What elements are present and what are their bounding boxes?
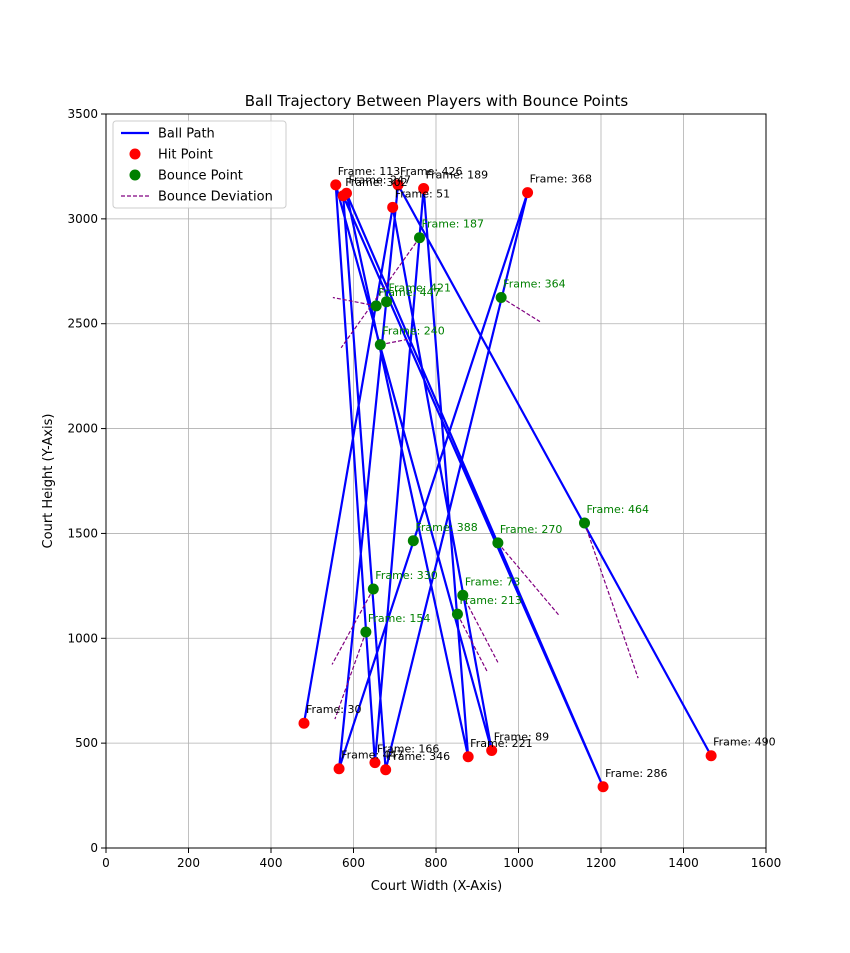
bounce-point-marker [374,339,386,351]
legend: Ball Path Hit Point Bounce Point Bounce Dev… [112,120,287,209]
hit-point-marker [380,764,392,776]
legend-marker-swatch [129,169,141,181]
bounce-point-marker [495,292,507,303]
x-tick-label: 1600 [751,856,782,870]
hit-point-label: Frame: 490 [713,736,775,749]
bounce-point-marker [407,535,419,547]
hit-point-label: Frame: 89 [494,730,549,743]
bounce-point-label: Frame: 364 [503,278,565,291]
hit-point-label: Frame: 247 [348,173,410,186]
legend-label: Bounce Deviation [158,190,273,205]
bounce-point-marker [360,626,372,638]
bounce-point-label: Frame: 464 [587,503,649,516]
bounce-point-label: Frame: 187 [422,218,484,231]
hit-point-label: Frame: 51 [395,187,450,200]
bounce-deviation-line [334,631,367,720]
y-tick-label: 0 [90,841,98,855]
hit-point-label: Frame: 447 [341,749,403,762]
hit-point-marker [387,201,399,213]
bounce-point-label: Frame: 213 [459,594,521,607]
x-tick-label: 400 [260,856,283,870]
y-tick-label: 2500 [67,317,98,331]
bounce-point-label: Frame: 154 [368,612,430,625]
bounce-point-marker [451,608,463,620]
legend-label: Ball Path [158,127,215,142]
bounce-point-label: Frame: 73 [465,575,520,588]
bounce-point-label: Frame: 240 [382,325,444,338]
bounce-point-marker [492,537,504,549]
y-axis-label: Court Height (Y-Axis) [41,414,56,549]
bounce-point-label: Frame: 270 [500,523,562,536]
legend-label: Hit Point [158,148,213,163]
bounce-deviation-line [340,237,420,349]
hit-point-marker [418,182,430,194]
bounce-deviation-line [456,613,489,673]
bounce-point-marker [579,517,590,529]
bounce-deviation-line [331,588,374,665]
bounce-point-label: Frame: 330 [375,569,437,582]
y-tick-label: 1500 [67,526,98,540]
hit-point-marker [392,179,404,191]
hit-point-marker [298,717,310,729]
legend-marker-swatch [129,148,141,160]
bounce-deviation-line [497,542,560,616]
hit-point-label: Frame: 166 [377,743,439,756]
hit-point-label: Frame: 346 [388,750,450,763]
hit-point-marker [333,763,345,775]
hit-point-marker [522,187,534,199]
hit-point-marker [330,179,342,191]
x-tick-label: 1000 [503,856,534,870]
x-tick-label: 800 [425,856,448,870]
bounce-deviation-line [462,595,499,663]
hit-point-label: Frame: 302 [345,176,407,189]
x-tick-label: 0 [102,856,110,870]
y-tick-label: 500 [75,736,98,750]
hit-point-label: Frame: 189 [426,168,488,181]
bounce-point-marker [457,589,469,601]
chart-title: Ball Trajectory Between Players with Bou… [245,92,629,110]
y-tick-label: 3500 [67,107,98,121]
hit-point-label: Frame: 426 [400,165,462,178]
bounce-point-label: Frame: 421 [389,282,451,295]
bounce-deviation-line [583,522,639,679]
hit-point-marker [462,751,474,763]
x-axis-label: Court Width (X-Axis) [371,879,503,894]
hit-point-label: Frame: 30 [306,703,361,716]
bounce-deviation-line [500,296,541,323]
legend-box [112,120,287,209]
bounce-point-marker [381,296,392,308]
hit-point-marker [337,190,349,202]
hit-point-marker [705,750,717,762]
legend-label: Bounce Point [158,169,243,184]
bounce-deviation-line [332,296,377,307]
bounce-point-marker [370,300,382,312]
hit-point-label: Frame: 113 [338,165,400,178]
bounce-point-label: Frame: 388 [415,521,477,534]
bounce-point-label: Frame: 447 [378,286,440,299]
bounce-point-marker [367,583,379,595]
x-tick-label: 1400 [668,856,699,870]
hit-point-label: Frame: 368 [530,173,592,186]
x-tick-label: 1200 [586,856,617,870]
y-tick-label: 3000 [67,212,98,226]
hit-point-marker [597,781,609,793]
hit-point-marker [486,744,498,756]
bounce-point-marker [414,232,425,244]
hit-point-label: Frame: 286 [605,767,667,780]
x-tick-label: 200 [177,856,200,870]
bounce-deviation-line [380,338,408,346]
hit-point-marker [369,757,381,769]
y-tick-label: 1000 [67,631,98,645]
x-tick-label: 600 [342,856,365,870]
hit-point-label: Frame: 221 [470,737,532,750]
y-tick-label: 2000 [67,422,98,436]
